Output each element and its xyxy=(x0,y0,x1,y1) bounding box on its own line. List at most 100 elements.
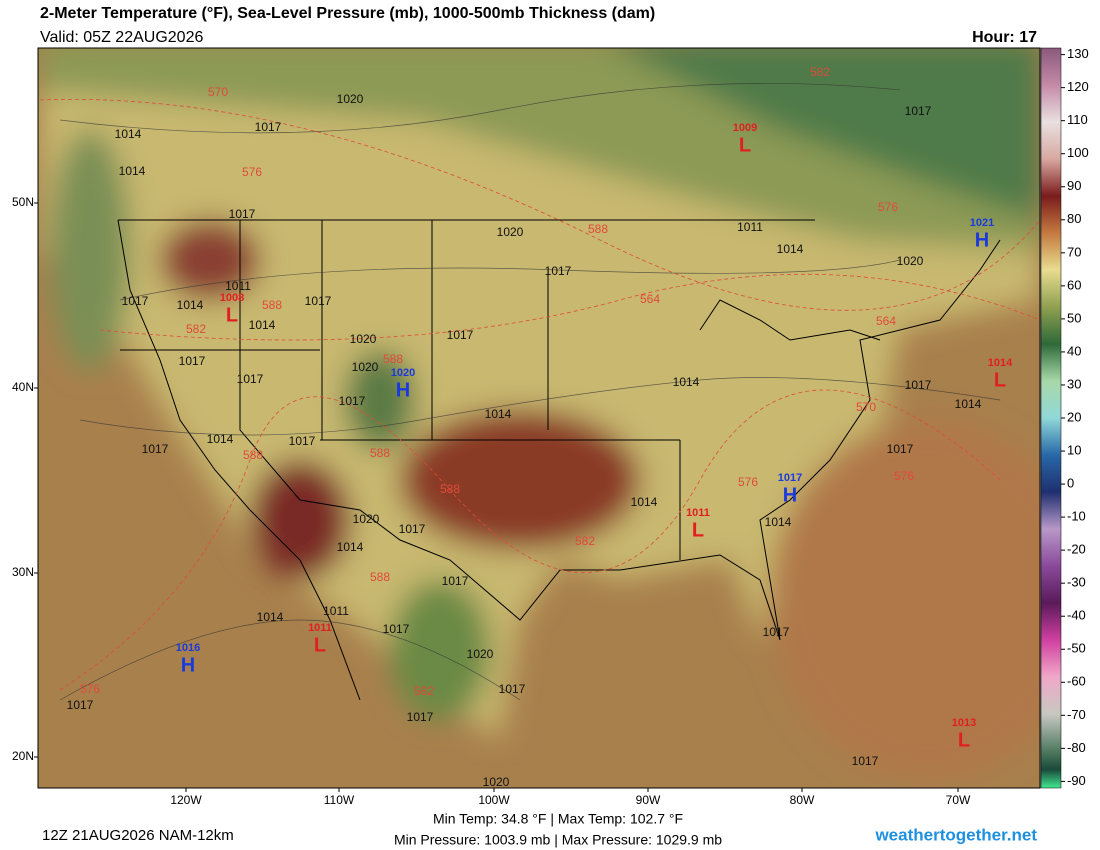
isobar-label: 1011 xyxy=(225,279,251,293)
pressure-value: 1009 xyxy=(733,122,757,134)
colorbar-label: -10 xyxy=(1067,509,1086,524)
isobar-label: 1014 xyxy=(955,397,982,411)
colorbar-label: 90 xyxy=(1067,178,1081,193)
colorbar xyxy=(1040,47,1062,789)
isobar-label: 1017 xyxy=(763,625,790,639)
lon-label: 90W xyxy=(636,793,661,807)
isobar-label: 1017 xyxy=(179,354,206,368)
isobar-label: 1014 xyxy=(119,164,146,178)
isobar-label: 1017 xyxy=(887,442,914,456)
model-run: 12Z 21AUG2026 NAM-12km xyxy=(42,827,234,844)
isobar-label: 1017 xyxy=(67,698,94,712)
thickness-label: 582 xyxy=(414,684,434,698)
isobar-label: 1011 xyxy=(737,220,763,234)
lat-label: 20N xyxy=(12,749,34,763)
colorbar-label: -60 xyxy=(1067,674,1086,689)
colorbar-label: -40 xyxy=(1067,608,1086,623)
isobar-label: 1014 xyxy=(337,540,364,554)
pressure-value: 1008 xyxy=(220,292,244,304)
thickness-label: 576 xyxy=(738,475,758,489)
isobar-label: 1017 xyxy=(905,378,932,392)
isobar-label: 1020 xyxy=(353,512,380,526)
temp-range: Min Temp: 34.8 °F | Max Temp: 102.7 °F xyxy=(433,811,683,827)
thickness-label: 588 xyxy=(370,446,390,460)
colorbar-label: 40 xyxy=(1067,343,1081,358)
lon-label: 120W xyxy=(170,793,202,807)
isobar-label: 1017 xyxy=(289,434,316,448)
pressure-letter: L xyxy=(692,519,704,541)
thickness-label: 564 xyxy=(640,292,660,306)
colorbar-label: 110 xyxy=(1067,112,1088,127)
isobar-label: 1017 xyxy=(122,294,149,308)
thickness-lines xyxy=(39,99,1040,691)
isobar-label: 1017 xyxy=(142,442,169,456)
pressure-value: 1020 xyxy=(391,367,415,379)
isobar-label: 1020 xyxy=(483,775,510,789)
isobar-label: 1014 xyxy=(177,298,204,312)
thickness-label: 576 xyxy=(894,469,914,483)
thickness-label: 588 xyxy=(243,448,263,462)
colorbar-label: -20 xyxy=(1067,542,1086,557)
title: 2-Meter Temperature (°F), Sea-Level Pres… xyxy=(40,5,655,22)
colorbar-label: -30 xyxy=(1067,575,1086,590)
isobars xyxy=(59,82,1001,701)
colorbar-label: 20 xyxy=(1067,409,1081,424)
colorbar-label: 120 xyxy=(1067,79,1089,94)
thickness-label: 576 xyxy=(80,682,100,696)
colorbar-label: -50 xyxy=(1067,641,1086,656)
thickness-label: 588 xyxy=(262,298,282,312)
isobar-label: 1020 xyxy=(337,92,364,106)
thickness-label: 588 xyxy=(440,482,460,496)
thickness-label: 582 xyxy=(186,322,206,336)
pressure-letter: L xyxy=(314,634,326,656)
thickness-label: 570 xyxy=(208,85,228,99)
site-credit: weathertogether.net xyxy=(874,825,1037,844)
pressure-letter: L xyxy=(739,134,751,156)
lon-label: 80W xyxy=(790,793,815,807)
thickness-label: 564 xyxy=(876,314,896,328)
pressure-letter: L xyxy=(226,304,238,326)
lon-label: 100W xyxy=(478,793,510,807)
isobar-label: 1017 xyxy=(499,682,526,696)
isobar-label: 1014 xyxy=(207,432,234,446)
pressure-value: 1014 xyxy=(988,357,1013,369)
pressure-range: Min Pressure: 1003.9 mb | Max Pressure: … xyxy=(394,832,722,848)
lon-label: 110W xyxy=(324,793,355,807)
isobar-label: 1014 xyxy=(631,495,658,509)
pressure-letter: H xyxy=(181,654,195,676)
lat-label: 30N xyxy=(12,565,34,579)
isobar-label: 1017 xyxy=(237,372,264,386)
isobar-label: 1020 xyxy=(497,225,524,239)
colorbar-label: 0 xyxy=(1067,476,1074,491)
isobar-label: 1020 xyxy=(350,332,377,346)
thickness-label: 582 xyxy=(575,534,595,548)
colorbar-label: 130 xyxy=(1067,46,1089,61)
colorbar-label: 60 xyxy=(1067,277,1081,292)
valid-time: Valid: 05Z 22AUG2026 xyxy=(40,29,203,46)
lat-label: 50N xyxy=(12,195,34,209)
isobar-label: 1014 xyxy=(115,127,142,141)
lon-label: 70W xyxy=(946,793,971,807)
colorbar-label: 30 xyxy=(1067,376,1081,391)
thickness-label: 588 xyxy=(370,570,390,584)
pressure-value: 1011 xyxy=(686,507,710,519)
isobar-label: 1017 xyxy=(407,710,434,724)
pressure-letter: H xyxy=(783,484,797,506)
colorbar-label: 80 xyxy=(1067,211,1081,226)
isobar-label: 1014 xyxy=(673,375,700,389)
isobar-label: 1017 xyxy=(383,622,410,636)
map xyxy=(38,48,1040,788)
isobar-label: 1014 xyxy=(777,242,804,256)
isobar-label: 1017 xyxy=(905,104,932,118)
thickness-label: 576 xyxy=(878,200,898,214)
isobar-label: 1011 xyxy=(323,604,349,618)
colorbar-label: 100 xyxy=(1067,145,1089,160)
isobar-label: 1020 xyxy=(352,360,379,374)
isobar-label: 1017 xyxy=(229,207,256,221)
isobar-label: 1020 xyxy=(467,647,494,661)
thickness-label: 582 xyxy=(810,65,830,79)
colorbar-label: -70 xyxy=(1067,707,1086,722)
pressure-letter: H xyxy=(975,229,989,251)
isobar-label: 1017 xyxy=(442,574,469,588)
